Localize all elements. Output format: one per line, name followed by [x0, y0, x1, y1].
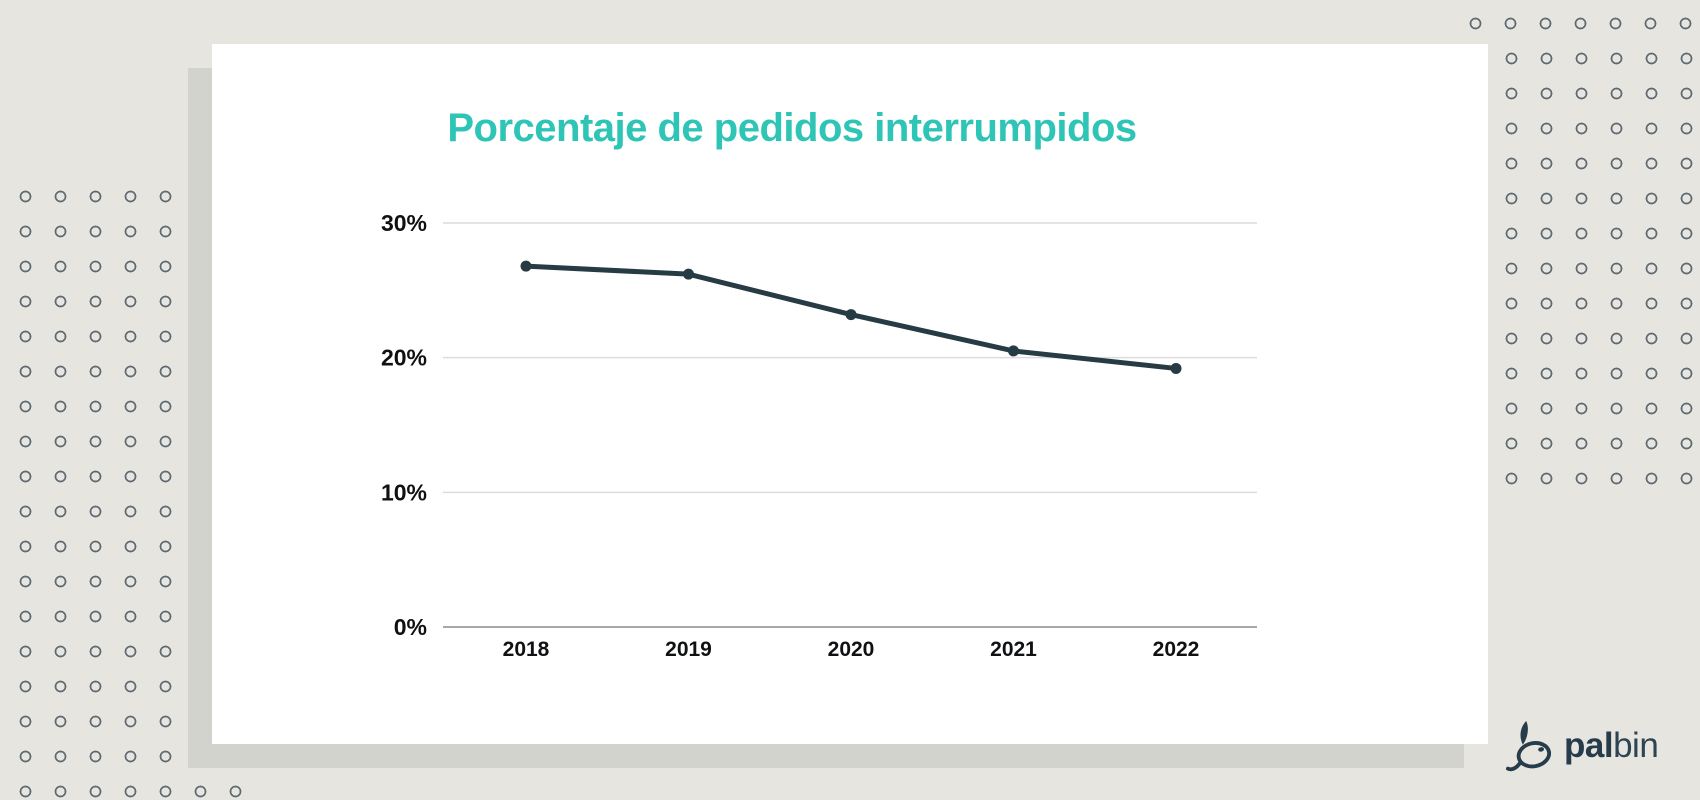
palbin-wordmark-bold: pal	[1564, 725, 1614, 765]
dot-pattern-right-top-row	[1458, 6, 1700, 41]
x-axis-label: 2019	[665, 638, 712, 661]
chart-card: Porcentaje de pedidos interrumpidos 0% 10…	[212, 44, 1488, 744]
dot-pattern-right	[1494, 41, 1700, 496]
data-point	[683, 268, 694, 280]
data-point	[1008, 345, 1019, 357]
y-axis-label: 20%	[381, 345, 427, 371]
data-point	[1170, 362, 1182, 374]
palbin-wordmark-light: bin	[1613, 725, 1659, 765]
x-axis-label: 2020	[828, 638, 875, 661]
dot-pattern-left-bottom-row	[8, 774, 253, 800]
x-axis-label: 2018	[503, 638, 550, 661]
y-axis-label: 10%	[381, 479, 427, 505]
y-axis-label: 0%	[394, 614, 427, 640]
x-axis-label: 2022	[1153, 638, 1200, 661]
dot-pattern-left	[8, 179, 183, 774]
line-chart: 0% 10% 20% 30% 2018 2019 2020 2021 2022	[381, 210, 1257, 661]
y-axis-label: 30%	[381, 210, 427, 236]
data-point	[520, 260, 532, 272]
data-point	[845, 309, 857, 321]
palbin-logo: palbin	[1506, 712, 1659, 782]
chart-title: Porcentaje de pedidos interrumpidos	[447, 106, 1137, 150]
fish-icon	[1506, 721, 1552, 772]
x-axis-label: 2021	[990, 638, 1037, 661]
palbin-wordmark: palbin	[1564, 725, 1659, 767]
